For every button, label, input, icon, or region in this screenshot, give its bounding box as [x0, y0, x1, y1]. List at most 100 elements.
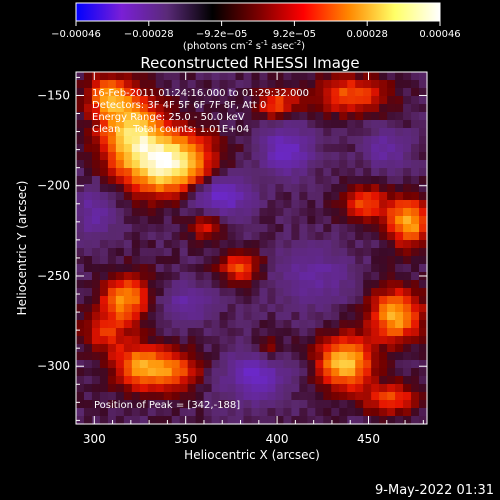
heatmap-cell	[139, 136, 149, 145]
heatmap-cell	[355, 136, 364, 145]
heatmap-cell	[147, 280, 157, 289]
heatmap-cell	[179, 200, 189, 209]
heatmap-cell	[243, 376, 253, 385]
heatmap-cell	[211, 296, 221, 305]
heatmap-cell	[227, 320, 237, 329]
heatmap-cell	[179, 208, 189, 217]
heatmap-cell	[403, 352, 412, 361]
heatmap-cell	[371, 176, 380, 185]
heatmap-cell	[163, 280, 173, 289]
heatmap-cell	[299, 408, 308, 417]
heatmap-cell	[419, 224, 428, 233]
heatmap-cell	[227, 152, 237, 161]
heatmap-cell	[91, 224, 101, 233]
heatmap-cell	[91, 208, 101, 217]
heatmap-cell	[131, 344, 141, 353]
heatmap-cell	[163, 232, 173, 241]
heatmap-cell	[371, 144, 380, 153]
heatmap-cell	[163, 352, 173, 361]
heatmap-cell	[363, 296, 372, 305]
heatmap-cell	[275, 360, 285, 369]
heatmap-cell	[411, 168, 420, 177]
heatmap-cell	[123, 160, 133, 169]
heatmap-cell	[187, 368, 197, 377]
heatmap-cell	[331, 336, 340, 345]
heatmap-cell	[163, 248, 173, 257]
heatmap-cell	[171, 312, 181, 321]
heatmap-cell	[179, 368, 189, 377]
heatmap-cell	[107, 352, 117, 361]
heatmap-cell	[315, 384, 324, 393]
heatmap-cell	[131, 240, 141, 249]
heatmap-cell	[76, 144, 85, 153]
heatmap-cell	[99, 280, 109, 289]
heatmap-cell	[99, 288, 109, 297]
heatmap-cell	[339, 200, 348, 209]
heatmap-cell	[211, 392, 221, 401]
heatmap-cell	[219, 256, 229, 265]
heatmap-cell	[315, 104, 324, 113]
heatmap-cell	[235, 120, 245, 129]
heatmap-cell	[76, 152, 85, 161]
heatmap-cell	[115, 216, 125, 225]
heatmap-cell	[283, 208, 292, 217]
heatmap-cell	[219, 104, 229, 113]
heatmap-cell	[123, 112, 133, 121]
heatmap-cell	[139, 360, 149, 369]
heatmap-cell	[275, 256, 285, 265]
heatmap-cell	[379, 168, 388, 177]
heatmap-cell	[411, 240, 420, 249]
heatmap-cell	[179, 128, 189, 137]
heatmap-cell	[299, 376, 308, 385]
heatmap-cell	[371, 248, 380, 257]
heatmap-cell	[307, 152, 316, 161]
heatmap-cell	[211, 264, 221, 273]
heatmap-cell	[107, 280, 117, 289]
heatmap-cell	[403, 104, 412, 113]
heatmap-cell	[267, 360, 277, 369]
heatmap-cell	[355, 224, 364, 233]
heatmap-cell	[403, 224, 412, 233]
heatmap-cell	[395, 288, 404, 297]
heatmap-cell	[387, 232, 396, 241]
heatmap-cell	[163, 416, 173, 425]
heatmap-cell	[275, 224, 285, 233]
heatmap-cell	[347, 264, 356, 273]
heatmap-cell	[371, 416, 380, 425]
heatmap-cell	[259, 360, 269, 369]
heatmap-cell	[91, 176, 101, 185]
heatmap-cell	[371, 72, 380, 81]
heatmap-cell	[267, 344, 277, 353]
heatmap-cell	[259, 184, 269, 193]
heatmap-cell	[363, 232, 372, 241]
heatmap-cell	[155, 120, 165, 129]
heatmap-cell	[323, 280, 332, 289]
heatmap-cell	[419, 120, 428, 129]
heatmap-cell	[187, 384, 197, 393]
heatmap-cell	[315, 328, 324, 337]
heatmap-cell	[83, 136, 93, 145]
heatmap-cell	[323, 248, 332, 257]
heatmap-cell	[171, 336, 181, 345]
heatmap-cell	[76, 320, 85, 329]
heatmap-cell	[139, 328, 149, 337]
heatmap-cell	[283, 248, 292, 257]
heatmap-cell	[187, 160, 197, 169]
heatmap-cell	[419, 232, 428, 241]
heatmap-cell	[411, 120, 420, 129]
heatmap-cell	[179, 296, 189, 305]
heatmap-cell	[307, 280, 316, 289]
heatmap-cell	[267, 120, 277, 129]
heatmap-cell	[315, 72, 324, 81]
heatmap-cell	[195, 360, 205, 369]
heatmap-cell	[131, 224, 141, 233]
heatmap-cell	[115, 392, 125, 401]
heatmap-cell	[339, 80, 348, 89]
heatmap-cell	[91, 232, 101, 241]
heatmap-cell	[419, 328, 428, 337]
heatmap-cell	[347, 304, 356, 313]
heatmap-cell	[83, 96, 93, 105]
heatmap-cell	[243, 296, 253, 305]
heatmap-cell	[235, 208, 245, 217]
